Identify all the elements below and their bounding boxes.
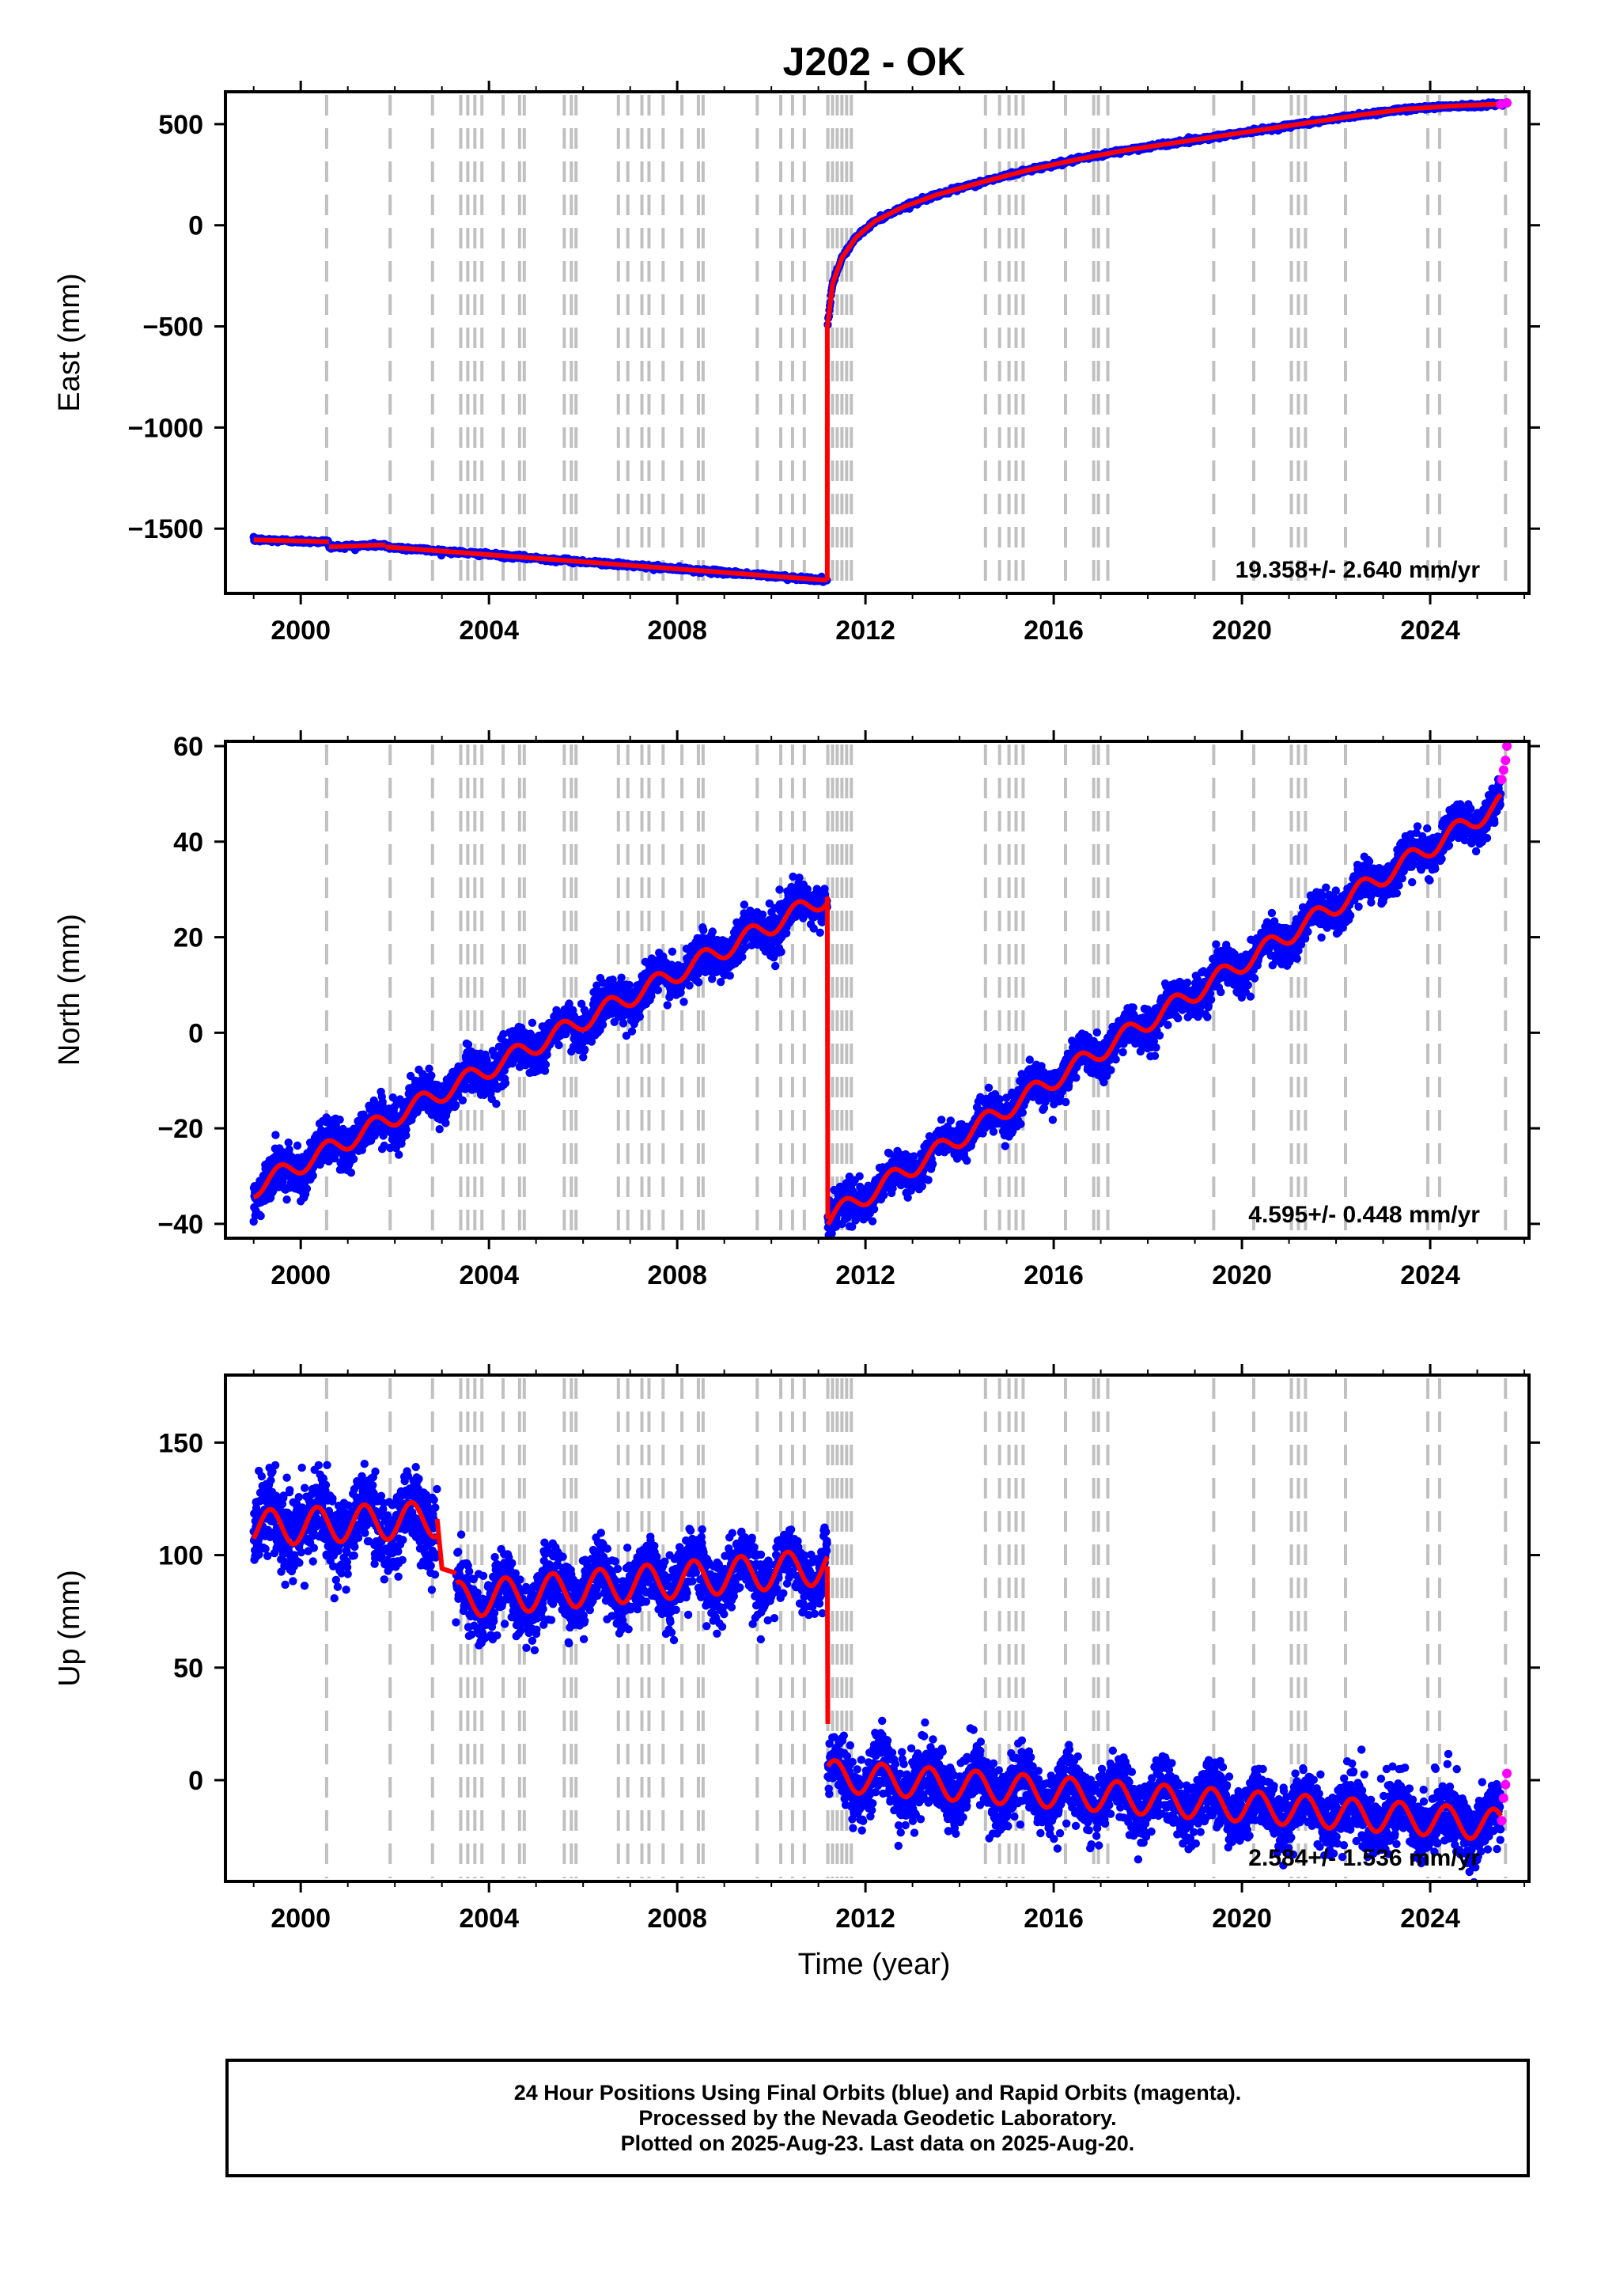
- y-axis-label: East (mm): [53, 273, 86, 411]
- rapid-orbit-points: [1496, 98, 1512, 109]
- data-point: [816, 928, 824, 938]
- data-point: [427, 1071, 436, 1080]
- rapid-point: [1502, 98, 1512, 108]
- data-point: [282, 1195, 291, 1204]
- data-point: [562, 1029, 570, 1039]
- model-segment: [253, 537, 329, 544]
- data-point: [635, 1012, 644, 1021]
- model-segment: [385, 544, 828, 583]
- data-point: [402, 1131, 411, 1140]
- data-point: [587, 1037, 596, 1046]
- east-panel: 2000 2004 2008 2012 2016 2020 2024 500 0 −500 −100…: [53, 81, 1540, 646]
- model-segment: [328, 542, 386, 550]
- data-point: [349, 1154, 358, 1164]
- chart-title: J202 - OK: [783, 40, 966, 84]
- data-point: [579, 1053, 588, 1062]
- data-point: [708, 927, 717, 936]
- data-point: [775, 885, 784, 894]
- data-point: [627, 1027, 637, 1036]
- rate-label: 19.358+/- 2.640 mm/yr: [1236, 557, 1481, 583]
- data-point: [395, 1150, 403, 1159]
- data-point: [402, 1125, 411, 1134]
- data-point: [386, 1143, 395, 1153]
- data-point: [758, 910, 767, 919]
- data-point: [452, 1101, 460, 1110]
- north-panel: 2000 2004 2008 2012 2016 2020 20246040200−20−4…: [53, 730, 1540, 1290]
- data-point: [543, 1050, 551, 1059]
- data-point: [339, 1124, 347, 1134]
- final-orbit-points: [249, 98, 1509, 586]
- x-tick-label: 2016: [1024, 616, 1084, 646]
- data-point: [458, 1096, 467, 1105]
- data-point: [771, 961, 780, 971]
- final-orbit-points: [249, 775, 1505, 1238]
- data-point: [271, 1131, 280, 1139]
- event-lines: [324, 95, 1508, 590]
- data-point: [708, 975, 717, 983]
- data-point: [293, 1141, 302, 1150]
- data-point: [625, 980, 634, 990]
- data-point: [284, 1139, 293, 1147]
- data-point: [285, 1145, 293, 1154]
- data-point: [668, 947, 677, 957]
- data-point: [740, 900, 749, 909]
- x-tick-label: 2000: [271, 616, 331, 646]
- x-tick-label: 2004: [459, 616, 519, 646]
- data-point: [795, 873, 804, 882]
- data-point: [592, 981, 601, 990]
- x-tick-label: 2024: [1400, 616, 1460, 646]
- data-point: [435, 1125, 444, 1134]
- data-point: [302, 1184, 312, 1193]
- y-tick-label: −500: [142, 313, 203, 343]
- data-point: [540, 1067, 550, 1075]
- data-point: [581, 1045, 589, 1054]
- data-point: [598, 1021, 607, 1029]
- data-point: [577, 999, 586, 1009]
- data-point: [777, 947, 785, 957]
- data-point: [622, 1031, 631, 1040]
- data-point: [554, 1040, 563, 1050]
- data-point: [335, 1116, 344, 1124]
- model-line: [253, 101, 1506, 583]
- data-point: [617, 973, 626, 982]
- x-tick-label: 2008: [647, 616, 707, 646]
- model-segment: [825, 101, 1506, 325]
- data-point: [528, 1018, 537, 1028]
- data-point: [256, 1211, 265, 1221]
- data-point: [541, 1060, 551, 1069]
- plot-frame: [224, 90, 1531, 595]
- data-point: [492, 1100, 501, 1108]
- data-point: [322, 1113, 331, 1122]
- data-point: [725, 972, 734, 980]
- data-point: [685, 981, 694, 990]
- data-point: [501, 1078, 510, 1088]
- y-tick-label: 0: [188, 211, 203, 241]
- x-tick-label: 2020: [1212, 616, 1272, 646]
- data-point: [425, 1064, 433, 1073]
- event-lines: [324, 744, 1508, 1235]
- data-point: [663, 1001, 672, 1010]
- y-tick-label: −1000: [128, 413, 204, 443]
- data-point: [308, 1171, 317, 1180]
- data-point: [346, 1169, 356, 1177]
- data-point: [699, 926, 708, 934]
- data-point: [679, 998, 688, 1006]
- data-point: [441, 1119, 450, 1127]
- y-tick-label: 500: [158, 110, 203, 140]
- data-point: [464, 1040, 473, 1049]
- data-point: [565, 999, 573, 1008]
- data-point: [653, 986, 662, 995]
- data-point: [695, 978, 703, 987]
- y-tick-label: −1500: [128, 514, 204, 544]
- data-point: [599, 979, 607, 987]
- data-point: [278, 1177, 287, 1187]
- x-tick-label: 2012: [835, 616, 895, 646]
- data-point: [619, 1019, 628, 1028]
